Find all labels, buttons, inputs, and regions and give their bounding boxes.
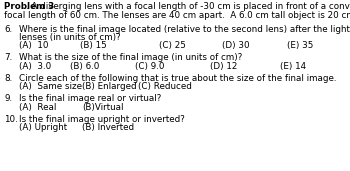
Text: (B) Inverted: (B) Inverted <box>82 123 134 133</box>
Text: . A diverging lens with a focal length of -30 cm is placed in front of a converg: . A diverging lens with a focal length o… <box>26 2 350 11</box>
Text: What is the size of the final image (in units of cm)?: What is the size of the final image (in … <box>19 54 243 62</box>
Text: (C) 25: (C) 25 <box>159 42 186 50</box>
Text: 9.: 9. <box>4 95 12 103</box>
Text: (C) 9.0: (C) 9.0 <box>135 62 164 71</box>
Text: (B) Enlarged: (B) Enlarged <box>82 82 137 91</box>
Text: (A)  3.0: (A) 3.0 <box>19 62 51 71</box>
Text: (A)  Real: (A) Real <box>19 103 57 112</box>
Text: focal length of 60 cm. The lenses are 40 cm apart.  A 6.0 cm tall object is 20 c: focal length of 60 cm. The lenses are 40… <box>4 10 350 19</box>
Text: Where is the final image located (relative to the second lens) after the light p: Where is the final image located (relati… <box>19 24 350 34</box>
Text: 6.: 6. <box>4 24 12 34</box>
Text: (C) Reduced: (C) Reduced <box>138 82 192 91</box>
Text: lenses (in units of cm)?: lenses (in units of cm)? <box>19 33 121 42</box>
Text: (D) 30: (D) 30 <box>222 42 250 50</box>
Text: (D) 12: (D) 12 <box>210 62 237 71</box>
Text: Is the final image real or virtual?: Is the final image real or virtual? <box>19 95 162 103</box>
Text: (B) 15: (B) 15 <box>80 42 107 50</box>
Text: (B) 6.0: (B) 6.0 <box>70 62 99 71</box>
Text: 7.: 7. <box>4 54 13 62</box>
Text: Is the final image upright or inverted?: Is the final image upright or inverted? <box>19 115 185 124</box>
Text: (E) 35: (E) 35 <box>287 42 313 50</box>
Text: (E) 14: (E) 14 <box>280 62 306 71</box>
Text: 10.: 10. <box>4 115 18 124</box>
Text: (A) Upright: (A) Upright <box>19 123 67 133</box>
Text: (B)Virtual: (B)Virtual <box>82 103 124 112</box>
Text: Problem 3: Problem 3 <box>4 2 55 11</box>
Text: 8.: 8. <box>4 74 13 83</box>
Text: (A)  Same size: (A) Same size <box>19 82 82 91</box>
Text: Circle each of the following that is true about the size of the final image.: Circle each of the following that is tru… <box>19 74 337 83</box>
Text: (A)  10: (A) 10 <box>19 42 49 50</box>
